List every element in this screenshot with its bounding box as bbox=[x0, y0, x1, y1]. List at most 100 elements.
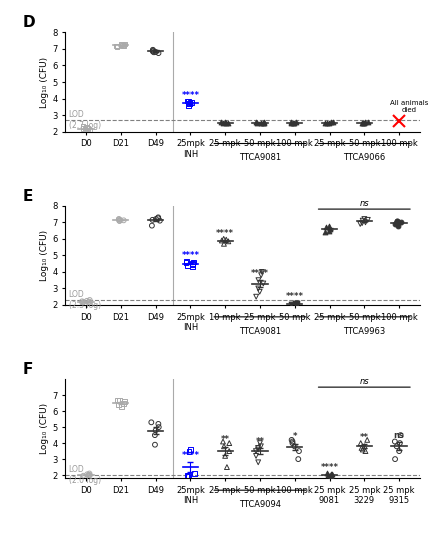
Point bbox=[291, 118, 298, 127]
Point bbox=[188, 98, 195, 107]
Point bbox=[80, 298, 87, 306]
Point bbox=[224, 118, 231, 127]
Point bbox=[187, 445, 194, 454]
Text: All animals
died: All animals died bbox=[390, 100, 429, 113]
Point bbox=[118, 402, 125, 410]
Point bbox=[156, 217, 163, 225]
Point bbox=[220, 239, 227, 248]
Point bbox=[324, 469, 331, 478]
Point bbox=[361, 119, 368, 127]
Point bbox=[361, 442, 368, 450]
Point bbox=[359, 118, 366, 127]
Point bbox=[288, 118, 295, 127]
Point bbox=[258, 271, 265, 280]
Point bbox=[120, 216, 127, 225]
Point bbox=[219, 437, 226, 446]
Point bbox=[116, 217, 123, 225]
Point bbox=[151, 441, 159, 449]
Point bbox=[396, 447, 403, 455]
Point bbox=[255, 276, 262, 285]
Point bbox=[148, 418, 155, 427]
Point bbox=[151, 48, 158, 57]
Point bbox=[115, 215, 123, 224]
Point bbox=[116, 215, 123, 224]
Point bbox=[254, 445, 262, 454]
Point bbox=[392, 455, 399, 463]
Point bbox=[79, 123, 87, 131]
Point bbox=[289, 437, 296, 446]
Point bbox=[329, 118, 337, 126]
Text: D: D bbox=[23, 16, 35, 30]
Point bbox=[114, 396, 121, 404]
Point bbox=[255, 458, 262, 467]
Point bbox=[253, 451, 260, 460]
Point bbox=[219, 119, 226, 127]
Point bbox=[86, 469, 93, 478]
Point bbox=[184, 261, 191, 269]
Point bbox=[327, 471, 334, 480]
Point bbox=[391, 437, 398, 446]
Text: ****: **** bbox=[286, 292, 304, 301]
Point bbox=[260, 118, 267, 127]
Point bbox=[184, 472, 191, 481]
Point bbox=[293, 301, 301, 309]
Point bbox=[288, 436, 295, 444]
Point bbox=[220, 442, 227, 450]
Point bbox=[398, 218, 405, 227]
Point bbox=[149, 47, 156, 56]
Text: *: * bbox=[293, 432, 297, 441]
Point bbox=[152, 426, 159, 435]
Point bbox=[185, 471, 192, 480]
Point bbox=[87, 126, 94, 134]
Text: **: ** bbox=[221, 435, 230, 444]
Point bbox=[85, 471, 92, 480]
Point bbox=[293, 299, 301, 308]
Point bbox=[222, 451, 229, 460]
Point bbox=[113, 42, 120, 50]
Point bbox=[86, 299, 93, 308]
Point bbox=[362, 218, 369, 227]
Point bbox=[364, 215, 371, 224]
Point bbox=[322, 223, 329, 232]
Point bbox=[226, 447, 233, 455]
Point bbox=[113, 42, 120, 51]
Text: ****: **** bbox=[321, 463, 338, 472]
Point bbox=[120, 399, 127, 408]
Text: F: F bbox=[23, 362, 33, 377]
Point bbox=[259, 118, 266, 127]
Point bbox=[155, 213, 162, 222]
Point bbox=[218, 118, 225, 127]
Point bbox=[183, 258, 190, 266]
Point bbox=[222, 118, 230, 127]
Point bbox=[118, 40, 125, 49]
Point bbox=[155, 423, 163, 431]
Point bbox=[152, 48, 159, 56]
Point bbox=[84, 124, 91, 133]
Point bbox=[151, 431, 159, 440]
Point bbox=[152, 215, 159, 224]
Point bbox=[292, 299, 299, 307]
Point bbox=[326, 226, 333, 235]
Point bbox=[121, 397, 128, 406]
Y-axis label: Log₁₀ (CFU): Log₁₀ (CFU) bbox=[40, 57, 49, 107]
Point bbox=[289, 439, 296, 448]
Point bbox=[254, 119, 261, 127]
Text: ****: **** bbox=[251, 269, 269, 278]
Point bbox=[83, 296, 91, 305]
Point bbox=[86, 296, 93, 305]
Point bbox=[293, 299, 300, 308]
Point bbox=[255, 284, 262, 293]
Point bbox=[115, 215, 123, 224]
Point bbox=[184, 97, 191, 105]
Point bbox=[85, 298, 92, 307]
Point bbox=[190, 258, 197, 266]
Point bbox=[324, 118, 331, 127]
Point bbox=[79, 124, 87, 133]
Point bbox=[393, 217, 400, 225]
Point bbox=[115, 400, 122, 409]
Point bbox=[119, 41, 126, 50]
Point bbox=[155, 214, 162, 222]
Point bbox=[183, 471, 190, 480]
Point bbox=[121, 40, 128, 49]
Point bbox=[226, 439, 233, 448]
